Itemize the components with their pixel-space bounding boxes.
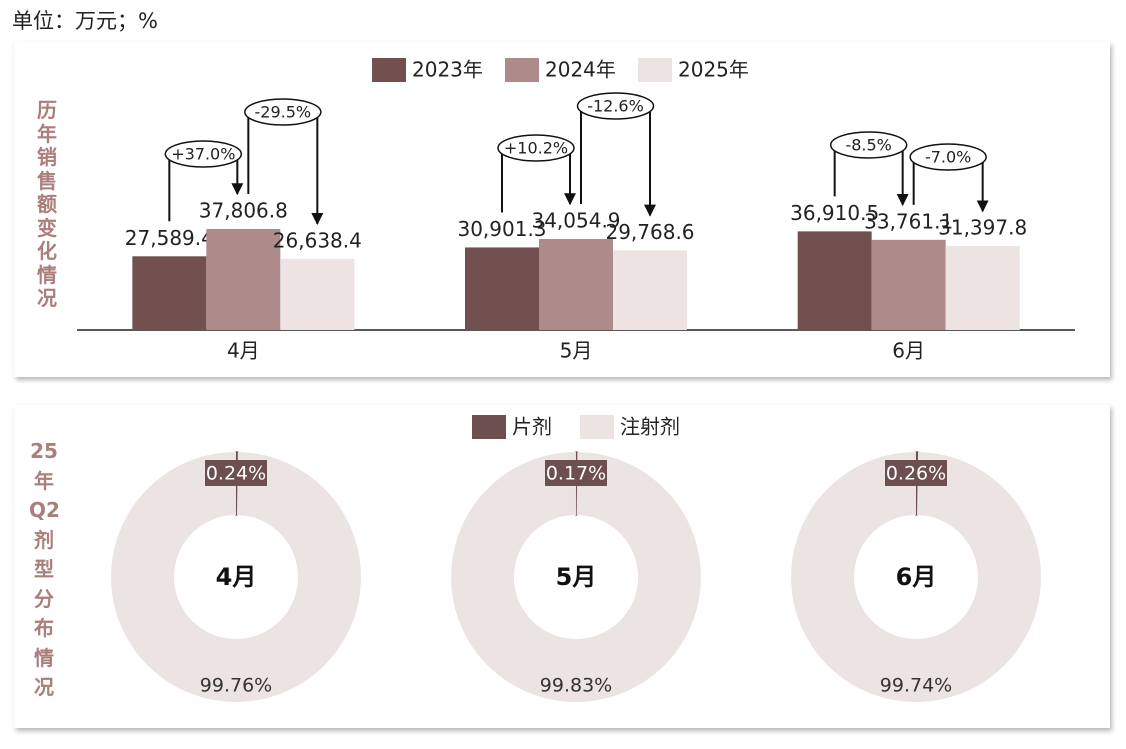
value-label: 99.83%: [540, 675, 612, 697]
value-label: 36,910.5: [790, 201, 879, 225]
bar: [613, 250, 687, 330]
center-label: 6月: [896, 563, 937, 591]
bar: [797, 231, 872, 330]
value-label: 99.74%: [880, 675, 952, 697]
bar: [945, 246, 1020, 330]
legend-label: 2023年: [412, 58, 483, 82]
change-label: -29.5%: [255, 103, 312, 122]
bar: [465, 247, 539, 330]
value-label: 33,761.1: [864, 209, 953, 233]
value-label: 37,806.8: [199, 199, 288, 223]
label-box: [205, 460, 267, 486]
value-label: 0.24%: [206, 463, 266, 485]
change-bubble: [497, 134, 575, 162]
legend-swatch: [472, 415, 506, 439]
legend-swatch: [638, 58, 672, 82]
x-tick-label: 4月: [227, 339, 260, 363]
change-label: -7.0%: [925, 148, 971, 167]
legend-label: 2025年: [678, 58, 749, 82]
donut-slice: [450, 452, 701, 702]
x-tick-label: 5月: [560, 339, 593, 363]
change-label: +10.2%: [504, 139, 568, 158]
change-bubble: [829, 131, 908, 159]
value-label: 29,768.6: [605, 220, 694, 244]
bar: [539, 239, 613, 330]
label-box: [885, 460, 947, 486]
side-title: 历年销售额变化情况: [37, 98, 57, 310]
value-label: 26,638.4: [273, 228, 362, 252]
value-label: 0.17%: [546, 463, 606, 485]
bar: [206, 229, 281, 330]
change-label: -12.6%: [587, 97, 644, 116]
legend-swatch: [505, 58, 539, 82]
legend-label: 注射剂: [620, 415, 680, 439]
unit-note: 单位：万元；%: [12, 9, 158, 33]
value-label: 31,397.8: [938, 216, 1027, 240]
x-tick-label: 6月: [892, 339, 925, 363]
change-label: +37.0%: [171, 145, 235, 164]
donut-slice: [790, 452, 1041, 702]
value-label: 27,589.4: [125, 226, 214, 250]
value-label: 34,054.9: [531, 209, 620, 233]
legend-label: 2024年: [545, 58, 616, 82]
bar: [871, 239, 946, 330]
side-title: 25年Q2剂型分布情况: [29, 439, 60, 699]
bar: [280, 258, 355, 330]
legend-label: 片剂: [512, 415, 552, 439]
bar: [132, 256, 207, 330]
center-label: 5月: [556, 563, 597, 591]
change-bubble: [909, 143, 987, 171]
change-bubble: [576, 92, 655, 120]
change-bubble: [164, 140, 243, 168]
legend-swatch: [372, 58, 406, 82]
value-label: 99.76%: [200, 675, 272, 697]
change-label: -8.5%: [845, 136, 891, 155]
value-label: 30,901.3: [457, 217, 546, 241]
center-label: 4月: [216, 563, 257, 591]
donut-slice: [110, 452, 361, 702]
value-label: 0.26%: [886, 463, 946, 485]
change-bubble: [244, 98, 322, 126]
label-box: [545, 460, 607, 486]
legend-swatch: [580, 415, 614, 439]
